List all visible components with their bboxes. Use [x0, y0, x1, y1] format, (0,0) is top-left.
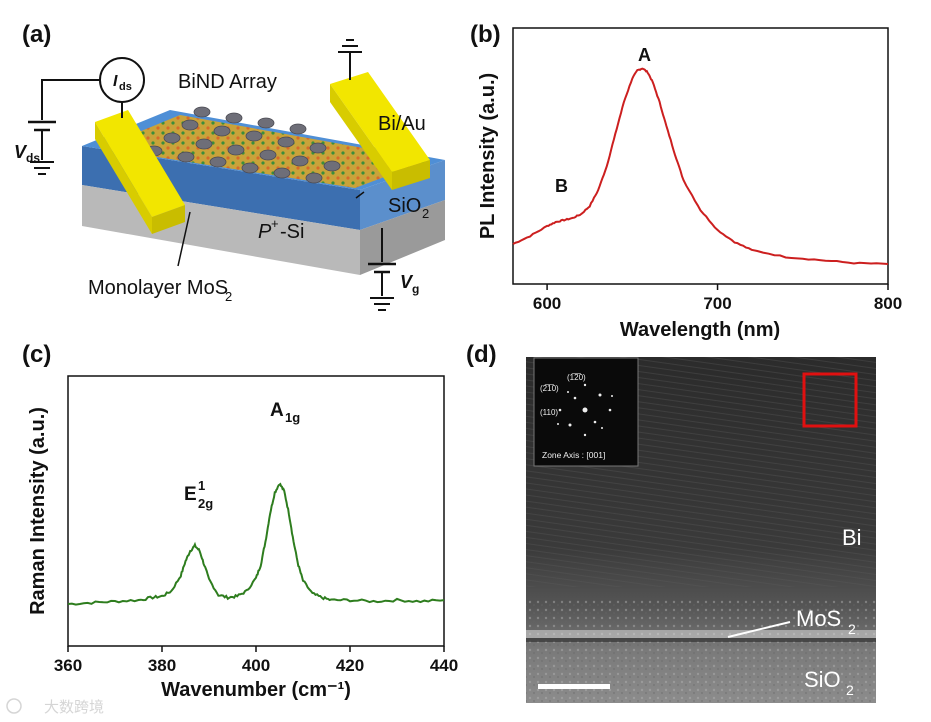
vds-subscript: ds [26, 151, 40, 165]
raman-e2g-superscript: 1 [198, 478, 205, 493]
pl-plot-frame [512, 27, 889, 285]
panel-c-label: (c) [22, 341, 51, 368]
raman-plot-frame [67, 375, 445, 647]
scale-bar [538, 684, 610, 689]
pl-series-line [512, 67, 889, 265]
gate-ground-icon [370, 297, 394, 311]
pl-x-axis-label: Wavelength (nm) [620, 319, 780, 341]
fft-spot-120-label: (1̅2̅0) [567, 373, 586, 382]
ground-icon [30, 161, 54, 175]
pl-peak-a-label: A [638, 45, 651, 65]
tem-mos2-band [526, 630, 876, 638]
zone-axis-label: Zone Axis : [001] [542, 450, 605, 460]
left-electrode [95, 110, 185, 234]
right-electrode [330, 72, 430, 190]
ids-symbol: I [113, 73, 118, 90]
watermark-logo-icon [6, 698, 22, 714]
psi-superscript: + [271, 216, 279, 231]
raman-y-axis-label: Raman Intensity (a.u.) [27, 407, 49, 615]
raman-tick-label: 360 [54, 656, 82, 675]
bi-au-label: Bi/Au [378, 113, 426, 135]
pl-tick-label: 700 [703, 294, 731, 313]
panel-d: (d) (1̅2̅0) (2̅1̅0) (110) Zone Axis : [0… [466, 341, 876, 703]
tem-sio2-subscript: 2 [846, 682, 854, 698]
watermark-text: 大数跨境 [44, 698, 104, 716]
bi-nanodot-array [145, 106, 341, 184]
tem-bi-label: Bi [842, 525, 862, 550]
panel-d-label: (d) [466, 341, 497, 368]
raman-tick-label: 380 [148, 656, 176, 675]
raman-x-ticks: 360 380 400 420 440 [54, 646, 458, 675]
mos2-layer-label: Monolayer MoS [88, 277, 228, 299]
top-ground-icon [338, 39, 362, 53]
panel-b-label: (b) [470, 21, 501, 48]
panel-a: (a) I ds [14, 21, 445, 311]
tem-sio2-label: SiO [804, 667, 841, 692]
raman-a1g-label: A [270, 400, 284, 421]
tem-mos2-subscript: 2 [848, 621, 856, 637]
current-meter-icon [99, 57, 145, 103]
mos2-pointer [727, 621, 791, 638]
raman-tick-label: 420 [336, 656, 364, 675]
raman-tick-label: 440 [430, 656, 458, 675]
raman-a1g-subscript: 1g [285, 410, 300, 425]
mos2-layer-subscript: 2 [225, 289, 232, 304]
pl-tick-label: 800 [874, 294, 902, 313]
vg-symbol: V [400, 272, 414, 292]
pl-y-axis-label: PL Intensity (a.u.) [477, 73, 499, 239]
fft-spot-110-label: (110) [540, 408, 558, 417]
ids-subscript: ds [119, 81, 132, 93]
watermark: 大数跨境 [6, 698, 104, 716]
fft-diffraction-spots [557, 383, 613, 437]
raman-series-line [67, 482, 445, 606]
sio2-subscript: 2 [422, 206, 429, 221]
psi-rest: -Si [280, 221, 304, 243]
raman-x-axis-label: Wavenumber (cm⁻¹) [161, 679, 351, 701]
pl-x-ticks: 600 700 800 [533, 284, 902, 313]
vds-symbol: V [14, 142, 28, 162]
tem-mos2-label: MoS [796, 606, 841, 631]
panel-c: (c) 360 380 400 420 440 A 1g E 1 2g Wavenumb… [22, 341, 458, 701]
vg-subscript: g [412, 282, 419, 296]
fft-spot-210-label: (2̅1̅0) [540, 384, 559, 393]
panel-b: (b) 600 700 800 A B Wavelength (nm) PL Int… [470, 21, 902, 341]
panel-a-label: (a) [22, 21, 51, 48]
bind-array-label: BiND Array [178, 71, 277, 93]
psi-p: P [258, 221, 272, 243]
pl-peak-b-label: B [555, 176, 568, 196]
sio2-label: SiO [388, 195, 421, 217]
raman-e2g-label: E [184, 484, 197, 505]
raman-tick-label: 400 [242, 656, 270, 675]
highlight-box [802, 372, 858, 428]
raman-e2g-subscript: 2g [198, 496, 213, 511]
pl-tick-label: 600 [533, 294, 561, 313]
